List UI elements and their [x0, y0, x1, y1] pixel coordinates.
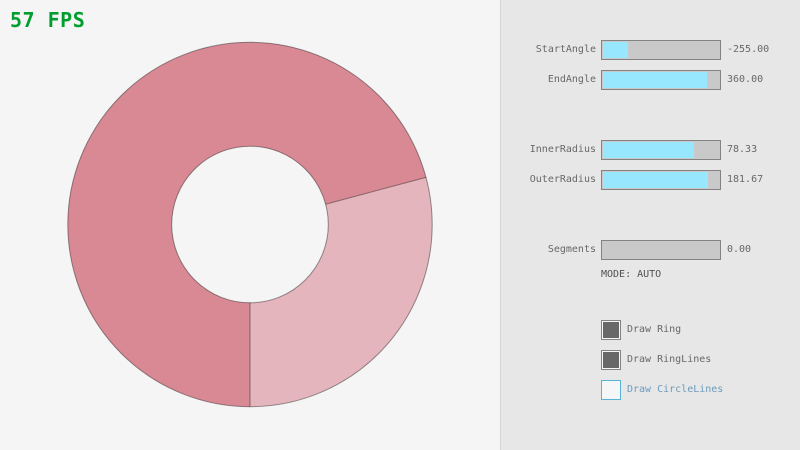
checkbox-row-draw-ring: Draw Ring: [501, 320, 800, 340]
ring-sector-light: [250, 177, 433, 407]
slider-endangle-track[interactable]: [601, 70, 721, 90]
draw-ringlines-checkbox[interactable]: [601, 350, 621, 370]
draw-circlelines-label: Draw CircleLines: [627, 384, 724, 395]
slider-startangle-label: StartAngle: [535, 44, 596, 55]
slider-segments-label: Segments: [547, 244, 596, 255]
checkbox-check-mark: [603, 382, 619, 398]
ring-radial-line-right: [325, 176, 427, 205]
slider-startangle-value: -255.00: [727, 44, 770, 55]
slider-startangle-track[interactable]: [601, 40, 721, 60]
checkbox-row-draw-ringlines: Draw RingLines: [501, 350, 800, 370]
slider-outerradius-value: 181.67: [727, 174, 764, 185]
checkbox-check-mark: [603, 322, 619, 338]
ring-inner-outline: [171, 145, 329, 304]
slider-startangle-fill: [603, 42, 629, 58]
slider-outerradius-track[interactable]: [601, 170, 721, 190]
draw-circlelines-checkbox[interactable]: [601, 380, 621, 400]
slider-endangle-value: 360.00: [727, 74, 764, 85]
draw-ring-checkbox[interactable]: [601, 320, 621, 340]
slider-row-startangle: StartAngle -255.00: [501, 40, 800, 60]
slider-innerradius-value: 78.33: [727, 144, 758, 155]
slider-segments-value: 0.00: [727, 244, 752, 255]
slider-endangle-label: EndAngle: [547, 74, 596, 85]
slider-innerradius-label: InnerRadius: [529, 144, 596, 155]
fps-counter: 57 FPS: [10, 8, 86, 32]
slider-outerradius-label: OuterRadius: [529, 174, 596, 185]
slider-row-innerradius: InnerRadius 78.33: [501, 140, 800, 160]
slider-innerradius-track[interactable]: [601, 140, 721, 160]
draw-ringlines-label: Draw RingLines: [627, 354, 712, 365]
slider-row-segments: Segments 0.00: [501, 240, 800, 260]
slider-endangle-fill: [603, 72, 708, 88]
control-panel: StartAngle -255.00 EndAngle 360.00 Inner…: [500, 0, 800, 450]
slider-segments-track[interactable]: [601, 240, 721, 260]
draw-ring-label: Draw Ring: [627, 324, 682, 335]
ring-sector-dark: [67, 42, 426, 407]
slider-outerradius-fill: [603, 172, 709, 188]
checkbox-row-draw-circlelines: Draw CircleLines: [501, 380, 800, 400]
mode-label: MODE: AUTO: [601, 269, 662, 280]
slider-innerradius-fill: [603, 142, 694, 158]
ring-outer-outline: [67, 41, 433, 408]
checkbox-check-mark: [603, 352, 619, 368]
slider-row-endangle: EndAngle 360.00: [501, 70, 800, 90]
slider-row-outerradius: OuterRadius 181.67: [501, 170, 800, 190]
